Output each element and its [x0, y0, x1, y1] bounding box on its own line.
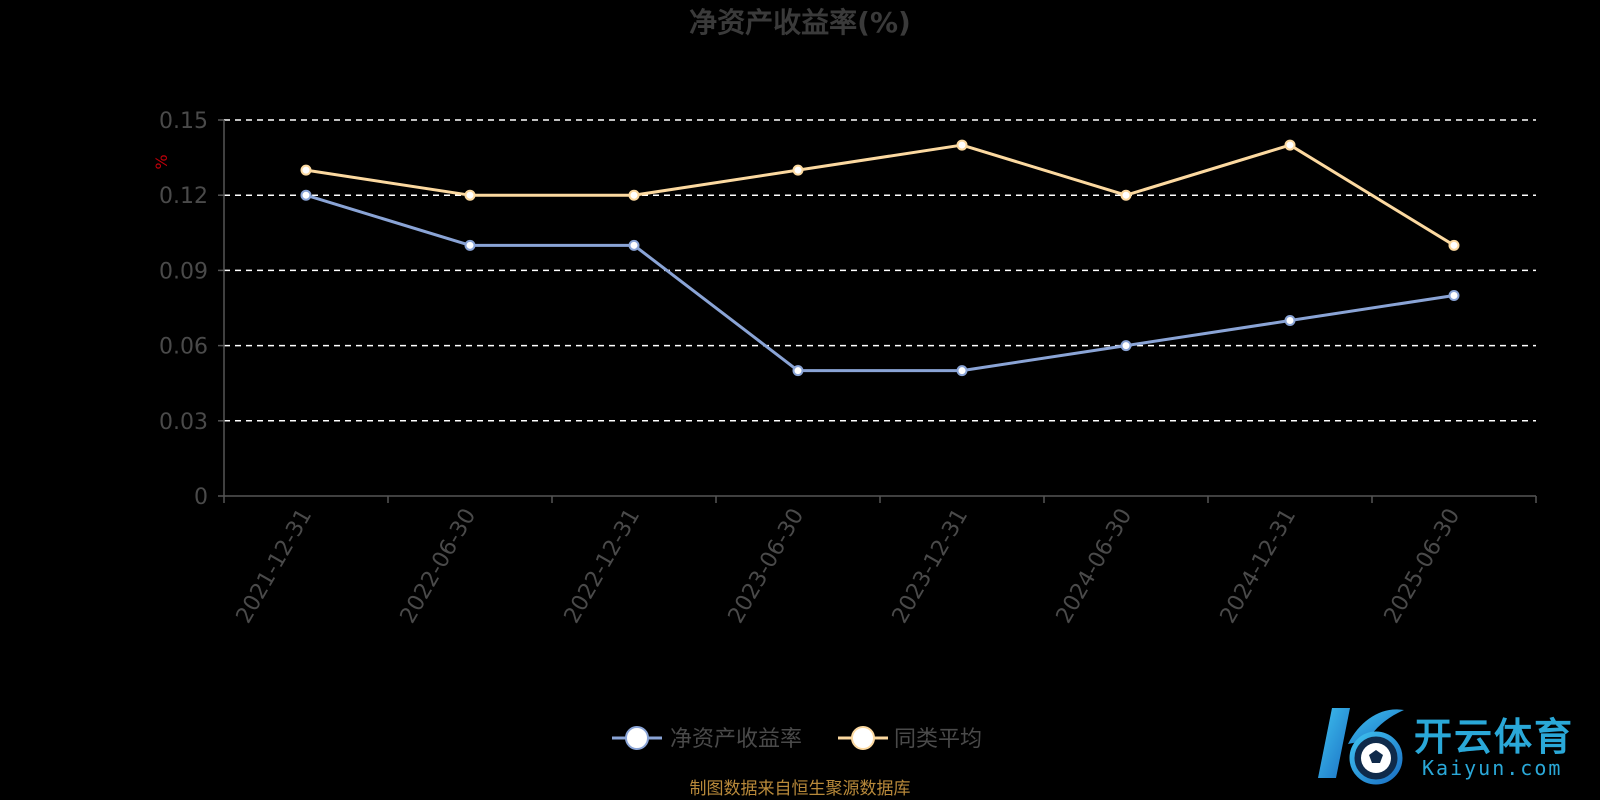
data-point[interactable]: [464, 189, 476, 201]
legend-marker: [625, 726, 649, 750]
x-tick-label: 2023-06-30: [724, 505, 810, 628]
data-point[interactable]: [300, 189, 312, 201]
grid-lines: [224, 119, 1536, 422]
data-point[interactable]: [1120, 340, 1132, 352]
data-point[interactable]: [956, 139, 968, 151]
legend-marker: [851, 726, 875, 750]
data-point[interactable]: [628, 239, 640, 251]
x-tick-label: 2024-12-31: [1216, 505, 1302, 628]
series-line: [305, 143, 1455, 247]
data-point[interactable]: [300, 164, 312, 176]
data-point[interactable]: [1120, 189, 1132, 201]
watermark-brand-cn: 开云体育: [1414, 715, 1575, 759]
series-lines: [300, 139, 1460, 377]
y-tick-label: 0.09: [159, 259, 208, 284]
data-point[interactable]: [464, 239, 476, 251]
data-point[interactable]: [956, 365, 968, 377]
legend: 净资产收益率 同类平均: [612, 726, 982, 752]
data-point[interactable]: [1448, 239, 1460, 251]
y-axis-unit-label: %: [152, 154, 171, 169]
y-tick-label: 0: [194, 485, 208, 510]
x-tick-label: 2024-06-30: [1052, 505, 1138, 628]
legend-label: 净资产收益率: [670, 727, 802, 752]
y-tick-label: 0.12: [159, 184, 208, 209]
y-tick-label: 0.06: [159, 335, 208, 360]
watermark-logo: 开云体育 Kaiyun.com: [1310, 700, 1595, 790]
data-point[interactable]: [792, 365, 804, 377]
legend-label: 同类平均: [894, 727, 982, 752]
legend-item[interactable]: 净资产收益率: [612, 726, 802, 752]
y-tick-label: 0.15: [159, 109, 208, 134]
data-point[interactable]: [1448, 289, 1460, 301]
data-point[interactable]: [1284, 315, 1296, 327]
data-point[interactable]: [792, 164, 804, 176]
series-0: [300, 189, 1460, 377]
x-tick-label: 2025-06-30: [1380, 505, 1466, 628]
x-axis-ticks: 2021-12-31 2022-06-30 2022-12-31 2023-06-30…: [223, 496, 1537, 628]
x-tick-label: 2022-12-31: [560, 505, 646, 628]
kaiyun-logo-icon: [1318, 708, 1404, 785]
series-1: [300, 139, 1460, 251]
source-note: 制图数据来自恒生聚源数据库: [690, 779, 911, 799]
data-point[interactable]: [628, 189, 640, 201]
y-tick-label: 0.03: [159, 410, 208, 435]
watermark-brand-en: Kaiyun.com: [1422, 756, 1563, 780]
x-tick-label: 2023-12-31: [888, 505, 974, 628]
chart-title: 净资产收益率(%): [689, 6, 911, 39]
data-point[interactable]: [1284, 139, 1296, 151]
x-tick-label: 2021-12-31: [232, 505, 318, 628]
legend-item[interactable]: 同类平均: [838, 726, 982, 752]
y-axis-ticks: 0 0.03 0.06 0.09 0.12 0.15: [159, 109, 224, 510]
series-line: [305, 193, 1455, 373]
x-tick-label: 2022-06-30: [396, 505, 482, 628]
